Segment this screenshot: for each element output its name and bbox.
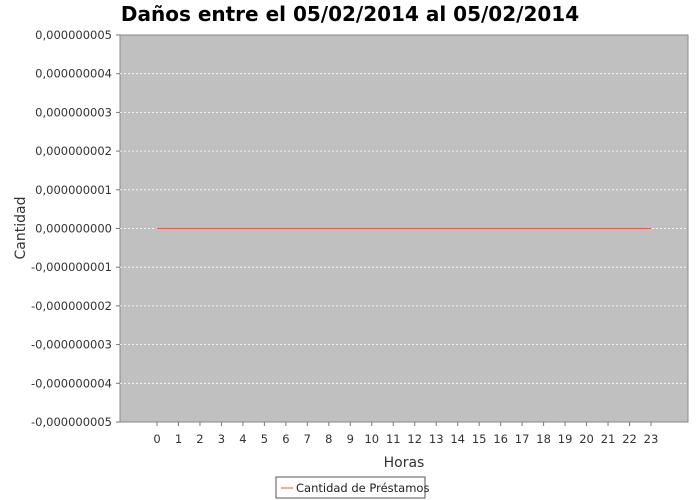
y-tick-label: 0,000000004 bbox=[35, 67, 112, 81]
y-tick-label: 0,000000003 bbox=[35, 105, 112, 119]
x-tick-label: 20 bbox=[579, 432, 594, 446]
x-tick-label: 10 bbox=[364, 432, 379, 446]
x-tick-label: 8 bbox=[325, 432, 332, 446]
x-tick-label: 7 bbox=[304, 432, 311, 446]
x-tick-label: 14 bbox=[450, 432, 465, 446]
legend-box bbox=[275, 476, 426, 499]
x-tick-label: 4 bbox=[239, 432, 246, 446]
x-tick-label: 17 bbox=[515, 432, 530, 446]
y-tick-label: 0,000000005 bbox=[35, 28, 112, 42]
chart-title: Daños entre el 05/02/2014 al 05/02/2014 bbox=[121, 2, 579, 26]
x-tick-label: 15 bbox=[472, 432, 487, 446]
x-tick-label: 2 bbox=[196, 432, 203, 446]
legend: Cantidad de Préstamos bbox=[275, 476, 429, 499]
x-tick-label: 13 bbox=[429, 432, 444, 446]
x-tick-label: 23 bbox=[644, 432, 659, 446]
grid-lines bbox=[120, 73, 688, 384]
x-tick-label: 0 bbox=[153, 432, 160, 446]
x-tick-label: 9 bbox=[347, 432, 354, 446]
x-tick-label: 18 bbox=[536, 432, 551, 446]
y-tick-label: 0,000000001 bbox=[35, 183, 112, 197]
y-tick-label: -0,000000004 bbox=[31, 376, 112, 390]
y-axis-label: Cantidad bbox=[13, 197, 29, 260]
y-tick-label: -0,000000005 bbox=[31, 415, 112, 429]
x-tick-label: 22 bbox=[622, 432, 637, 446]
x-tick-label: 1 bbox=[175, 432, 182, 446]
y-tick-label: 0,000000000 bbox=[35, 222, 112, 236]
y-tick-label: -0,000000002 bbox=[31, 299, 112, 313]
y-tick-label: -0,000000003 bbox=[31, 338, 112, 352]
x-axis-ticks: 0 1 2 3 4 5 6 7 8 9 10 11 12 13 14 15 16 17 18 19 20 21 22 23 bbox=[153, 422, 658, 446]
x-tick-label: 5 bbox=[261, 432, 268, 446]
x-axis-label: Horas bbox=[384, 455, 425, 471]
y-tick-label: 0,000000002 bbox=[35, 144, 112, 158]
x-tick-label: 6 bbox=[282, 432, 289, 446]
x-tick-label: 11 bbox=[386, 432, 401, 446]
x-tick-label: 19 bbox=[558, 432, 573, 446]
legend-label: Cantidad de Préstamos bbox=[296, 481, 429, 495]
x-tick-label: 3 bbox=[218, 432, 225, 446]
x-tick-label: 21 bbox=[601, 432, 616, 446]
x-tick-label: 16 bbox=[493, 432, 508, 446]
y-tick-label: -0,000000001 bbox=[31, 260, 112, 274]
x-tick-label: 12 bbox=[407, 432, 422, 446]
y-axis-ticks: 0,000000005 0,000000004 0,000000003 0,00000… bbox=[31, 28, 120, 429]
